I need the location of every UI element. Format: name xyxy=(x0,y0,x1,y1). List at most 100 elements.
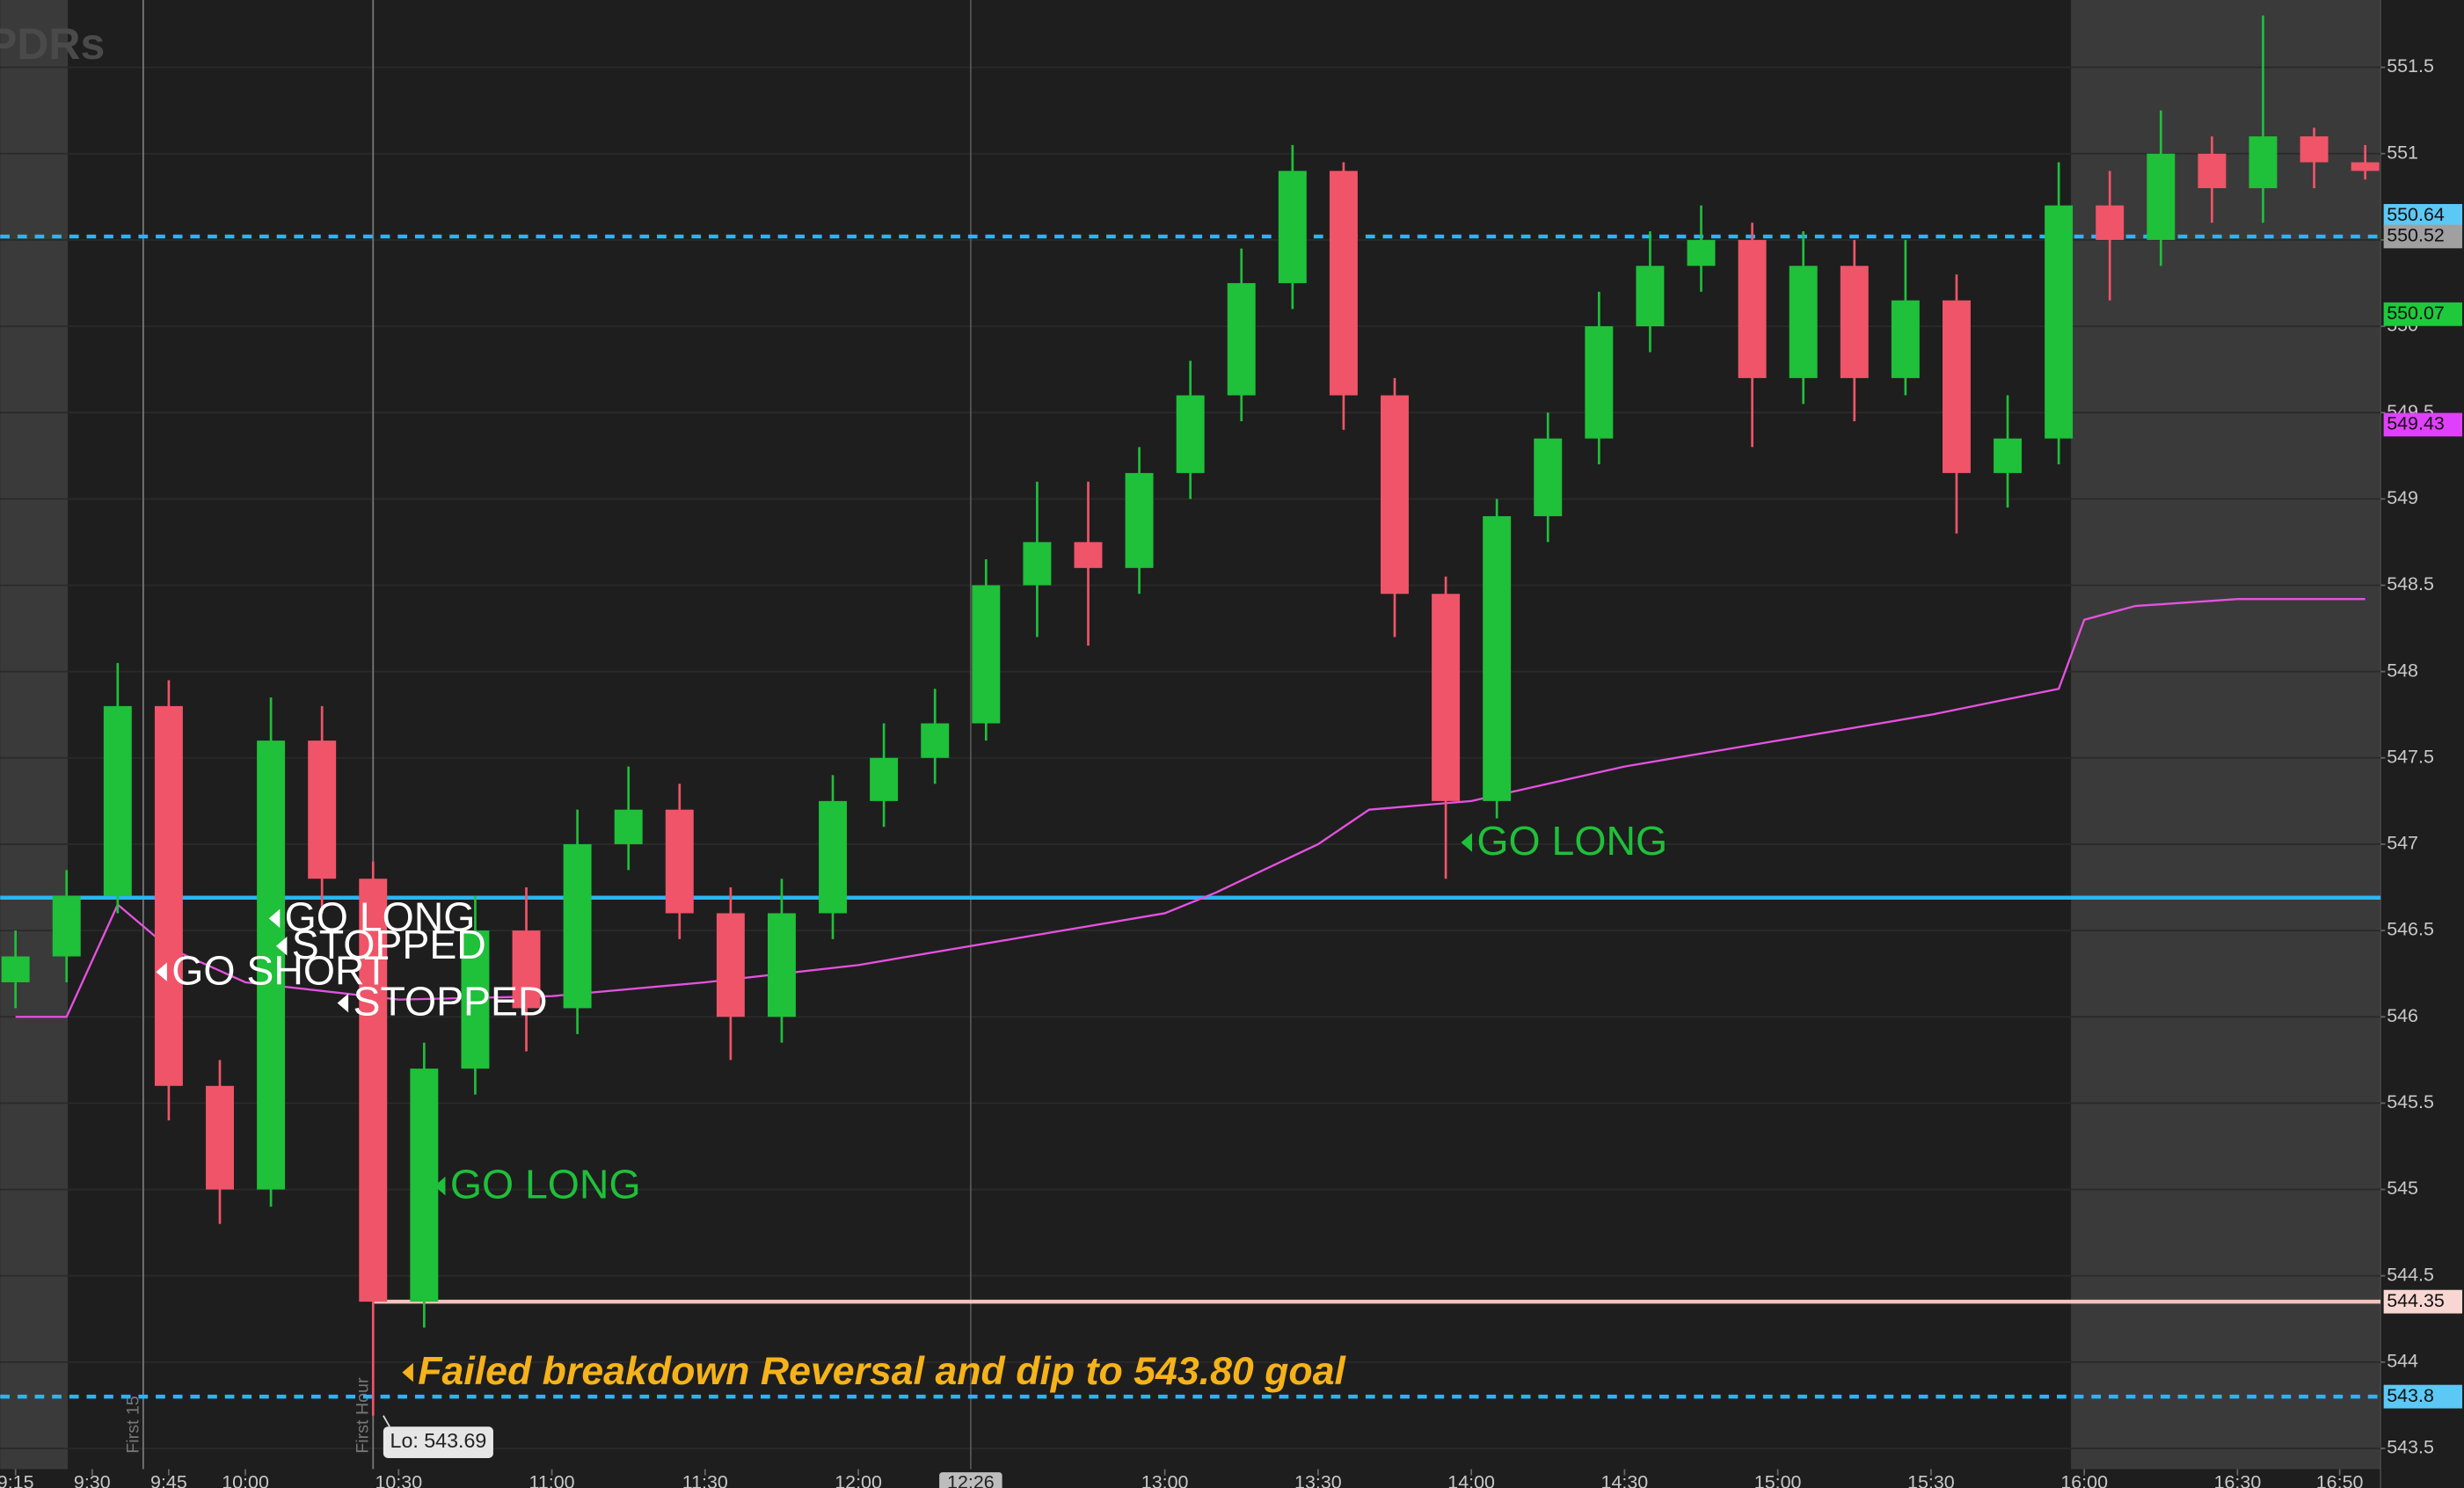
marker-label: First 15 xyxy=(123,1396,142,1454)
candle-body xyxy=(52,895,81,957)
watermark: PDRs xyxy=(0,19,105,69)
candle-body xyxy=(1687,239,1716,266)
x-tick-label: 16:30 xyxy=(2214,1471,2262,1488)
candle-body xyxy=(359,879,388,1302)
candle-body xyxy=(1789,266,1818,378)
annotation-arrow xyxy=(402,1362,413,1382)
marker-label: First Hour xyxy=(354,1377,373,1454)
candle-body xyxy=(154,705,183,1086)
candle-body xyxy=(1585,326,1614,439)
y-tick-label: 551 xyxy=(2387,142,2418,163)
x-tick-label: 14:00 xyxy=(1447,1471,1495,1488)
candle-body xyxy=(103,705,132,896)
x-tick-label: 9:45 xyxy=(150,1471,187,1488)
x-tick-label: 9:30 xyxy=(74,1471,111,1488)
candle-body xyxy=(1381,395,1409,594)
candle-body xyxy=(461,930,490,1069)
y-tick-label: 545.5 xyxy=(2387,1091,2434,1112)
annotation-text: STOPPED xyxy=(292,922,486,967)
candle-body xyxy=(1994,438,2023,473)
candle-body xyxy=(1329,171,1358,396)
candle-body xyxy=(2198,153,2227,188)
candle-body xyxy=(972,585,1001,724)
price-badge xyxy=(2383,302,2462,326)
annotation-arrow xyxy=(337,993,349,1013)
y-tick-label: 547 xyxy=(2387,833,2418,854)
candle-body xyxy=(665,809,694,914)
x-tick-label: 15:30 xyxy=(1907,1471,1955,1488)
x-tick-label: 10:30 xyxy=(375,1471,422,1488)
candle-body xyxy=(1891,300,1920,378)
x-tick-label: 13:30 xyxy=(1294,1471,1342,1488)
price-badge-label: 549.43 xyxy=(2387,413,2445,434)
candle-body xyxy=(206,1085,234,1190)
candle-body xyxy=(1840,266,1869,378)
price-badge xyxy=(2383,412,2462,437)
candle-body xyxy=(819,800,848,914)
annotation-text: GO SHORT xyxy=(171,947,389,993)
candle-body xyxy=(2147,153,2176,240)
annotation-arrow xyxy=(434,1176,446,1196)
y-tick-label: 544 xyxy=(2387,1351,2418,1372)
candle-body xyxy=(1636,266,1665,327)
y-tick-label: 551.5 xyxy=(2387,55,2434,77)
annotation-text: GO LONG xyxy=(285,894,476,939)
vwap-line xyxy=(15,598,2366,1018)
low-pointer xyxy=(383,1415,390,1427)
y-tick-label: 546.5 xyxy=(2387,919,2434,940)
afterhours-shade xyxy=(2071,0,2381,1470)
candle-body xyxy=(1125,472,1154,568)
candle-body xyxy=(1074,542,1103,568)
price-badge-label: 550.64 xyxy=(2387,204,2445,225)
x-tick-label: 9:15 xyxy=(0,1471,34,1488)
candle-body xyxy=(2096,205,2125,240)
candle-body xyxy=(1534,438,1563,516)
y-tick-label: 548 xyxy=(2387,660,2418,681)
y-tick-label: 548.5 xyxy=(2387,573,2434,594)
y-tick-label: 547.5 xyxy=(2387,746,2434,767)
annotation-text: Failed breakdown Reversal and dip to 543… xyxy=(418,1350,1346,1393)
candle-body xyxy=(512,930,541,1009)
candle-body xyxy=(2249,136,2278,188)
candle-body xyxy=(1,956,30,982)
low-box xyxy=(383,1426,493,1458)
candle-body xyxy=(1023,542,1052,586)
x-tick-label: 14:30 xyxy=(1601,1471,1649,1488)
y-tick-label: 546 xyxy=(2387,1005,2418,1026)
x-tick-label: 11:00 xyxy=(529,1471,575,1488)
x-tick-label: 10:00 xyxy=(222,1471,269,1488)
annotation-arrow xyxy=(1461,833,1473,852)
x-tick-label: 16:00 xyxy=(2060,1471,2108,1488)
price-badge-label: 544.35 xyxy=(2387,1290,2445,1311)
y-tick-label: 544.5 xyxy=(2387,1264,2434,1285)
candle-body xyxy=(410,1069,439,1302)
candle-body xyxy=(308,740,337,879)
annotation-arrow xyxy=(268,908,281,929)
candle-body xyxy=(1432,594,1461,801)
candle-body xyxy=(2351,162,2380,171)
candle-body xyxy=(921,723,950,758)
price-badge-label: 550.07 xyxy=(2387,303,2445,324)
price-badge-label: 543.8 xyxy=(2387,1385,2434,1406)
price-badge xyxy=(2383,1384,2462,1409)
price-badge xyxy=(2383,1289,2462,1314)
candle-body xyxy=(716,913,745,1018)
x-tick-label: 15:00 xyxy=(1754,1471,1802,1488)
x-tick-label: 13:00 xyxy=(1141,1471,1189,1488)
x-tick-label: 12:00 xyxy=(835,1471,882,1488)
candle-body xyxy=(563,843,592,1009)
y-tick-label: 545 xyxy=(2387,1178,2418,1199)
price-badge xyxy=(2383,203,2462,228)
x-tick-label: 11:30 xyxy=(682,1471,728,1488)
price-badge-label: 550.52 xyxy=(2387,225,2445,246)
cursor-label: 12:26 xyxy=(947,1471,995,1488)
annotation-arrow xyxy=(156,962,167,981)
x-tick-label: 16:50 xyxy=(2316,1471,2364,1488)
price-badge xyxy=(2383,224,2462,249)
y-tick-label: 549 xyxy=(2387,487,2418,508)
candle-body xyxy=(870,757,899,801)
y-tick-label: 543.5 xyxy=(2387,1437,2434,1458)
annotation-text: GO LONG xyxy=(450,1162,641,1207)
annotation-arrow xyxy=(275,937,288,956)
